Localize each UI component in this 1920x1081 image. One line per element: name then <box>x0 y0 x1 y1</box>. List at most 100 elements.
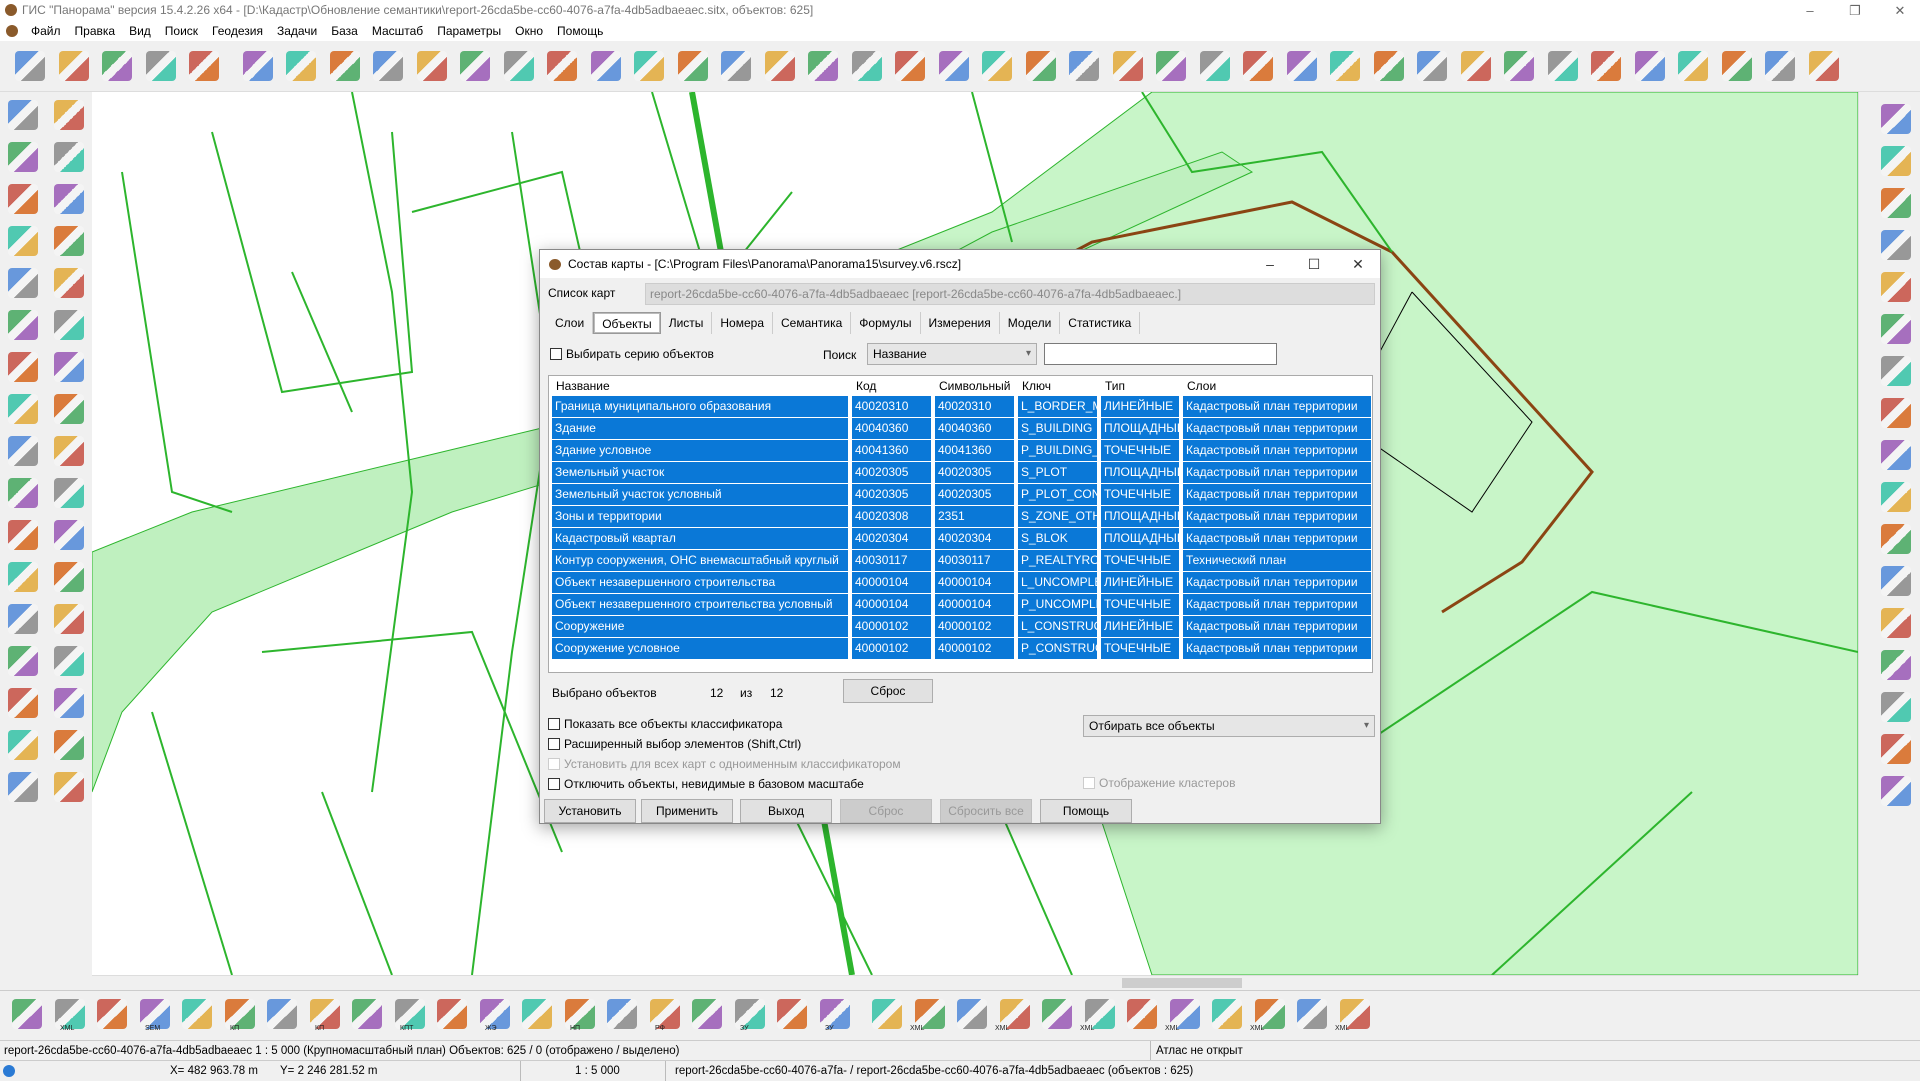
export-tool-icon[interactable] <box>479 999 510 1029</box>
edit-tool-icon[interactable] <box>8 730 38 760</box>
table-row[interactable]: Сооружение условное 40000102 40000102 P_CON… <box>552 638 1372 660</box>
search-field-select[interactable]: Название ▾ <box>867 343 1037 365</box>
export-tool-icon[interactable] <box>224 999 255 1029</box>
toolbar-tool-icon[interactable] <box>416 51 447 81</box>
export-tool-icon[interactable] <box>1084 999 1115 1029</box>
side-tool-icon[interactable] <box>1881 608 1911 638</box>
toolbar-tool-icon[interactable] <box>938 51 969 81</box>
export-tool-icon[interactable] <box>1212 999 1242 1029</box>
toolbar-tool-icon[interactable] <box>764 51 795 81</box>
toolbar-tool-icon[interactable] <box>102 51 132 81</box>
toolbar-tool-icon[interactable] <box>460 51 490 81</box>
toolbar-tool-icon[interactable] <box>1721 51 1752 81</box>
edit-tool-icon[interactable] <box>54 310 84 340</box>
edit-tool-icon[interactable] <box>8 562 38 592</box>
column-header[interactable]: Символьный <box>939 379 1011 393</box>
table-row[interactable]: Граница муниципального образования 400203… <box>552 396 1372 418</box>
tab-objects[interactable]: Объекты <box>593 312 661 334</box>
edit-tool-icon[interactable] <box>54 268 84 298</box>
edit-tool-icon[interactable] <box>54 520 84 550</box>
dialog-close-button[interactable]: ✕ <box>1352 256 1364 272</box>
toolbar-tool-icon[interactable] <box>677 51 708 81</box>
menu-view[interactable]: Вид <box>129 24 151 38</box>
export-tool-icon[interactable] <box>1297 999 1327 1029</box>
filter-select[interactable]: Отбирать все объекты ▾ <box>1083 715 1375 737</box>
toolbar-tool-icon[interactable] <box>547 51 577 81</box>
side-tool-icon[interactable] <box>1881 188 1911 218</box>
edit-tool-icon[interactable] <box>54 100 84 130</box>
edit-tool-icon[interactable] <box>8 688 38 718</box>
show-all-classifier-checkbox[interactable]: Показать все объекты классификатора <box>548 717 782 731</box>
edit-tool-icon[interactable] <box>54 562 84 592</box>
toolbar-tool-icon[interactable] <box>373 51 403 81</box>
export-tool-icon[interactable] <box>957 999 987 1029</box>
menu-base[interactable]: База <box>331 24 358 38</box>
export-tool-icon[interactable] <box>267 999 297 1029</box>
export-tool-icon[interactable] <box>777 999 807 1029</box>
edit-tool-icon[interactable] <box>54 730 84 760</box>
toolbar-tool-icon[interactable] <box>1460 51 1491 81</box>
menu-search[interactable]: Поиск <box>164 24 199 38</box>
table-row[interactable]: Объект незавершенного строительства усло… <box>552 594 1372 616</box>
side-tool-icon[interactable] <box>1881 650 1911 680</box>
toolbar-tool-icon[interactable] <box>1678 51 1708 81</box>
menu-help[interactable]: Помощь <box>557 24 604 38</box>
table-row[interactable]: Земельный участок 40020305 40020305 S_PLOT П… <box>552 462 1372 484</box>
menu-tasks[interactable]: Задачи <box>276 24 318 38</box>
export-tool-icon[interactable] <box>692 999 722 1029</box>
edit-tool-icon[interactable] <box>54 436 84 466</box>
export-tool-icon[interactable] <box>1042 999 1072 1029</box>
table-row[interactable]: Здание 40040360 40040360 S_BUILDING ПЛОЩАДНЫ… <box>552 418 1372 440</box>
toolbar-tool-icon[interactable] <box>242 51 273 81</box>
exit-button[interactable]: Выход <box>740 799 832 823</box>
edit-tool-icon[interactable] <box>54 184 84 214</box>
export-tool-icon[interactable] <box>1254 999 1285 1029</box>
toolbar-tool-icon[interactable] <box>1808 51 1839 81</box>
dialog-minimize-button[interactable]: – <box>1266 256 1274 272</box>
apply-button[interactable]: Применить <box>641 799 733 823</box>
edit-tool-icon[interactable] <box>8 184 38 214</box>
toolbar-tool-icon[interactable] <box>189 51 219 81</box>
edit-tool-icon[interactable] <box>54 646 84 676</box>
edit-tool-icon[interactable] <box>54 772 84 802</box>
column-header[interactable]: Ключ <box>1022 379 1051 393</box>
edit-tool-icon[interactable] <box>8 226 38 256</box>
disable-invisible-checkbox[interactable]: Отключить объекты, невидимые в базовом м… <box>548 777 864 791</box>
export-tool-icon[interactable] <box>394 999 425 1029</box>
export-tool-icon[interactable] <box>819 999 850 1029</box>
menu-window[interactable]: Окно <box>515 24 544 38</box>
export-tool-icon[interactable] <box>12 999 42 1029</box>
toolbar-tool-icon[interactable] <box>1243 51 1273 81</box>
export-tool-icon[interactable] <box>139 999 170 1029</box>
export-tool-icon[interactable] <box>182 999 212 1029</box>
close-button[interactable]: ✕ <box>1894 3 1906 18</box>
toolbar-tool-icon[interactable] <box>1417 51 1447 81</box>
export-tool-icon[interactable] <box>734 999 765 1029</box>
table-row[interactable]: Кадастровый квартал 40020304 40020304 S_BLO… <box>552 528 1372 550</box>
toolbar-tool-icon[interactable] <box>503 51 534 81</box>
edit-tool-icon[interactable] <box>54 394 84 424</box>
edit-tool-icon[interactable] <box>8 394 38 424</box>
side-tool-icon[interactable] <box>1881 272 1911 302</box>
edit-tool-icon[interactable] <box>8 520 38 550</box>
toolbar-tool-icon[interactable] <box>1286 51 1317 81</box>
toolbar-tool-icon[interactable] <box>982 51 1012 81</box>
select-series-checkbox[interactable]: Выбирать серию объектов <box>550 347 714 361</box>
edit-tool-icon[interactable] <box>8 310 38 340</box>
column-header[interactable]: Слои <box>1187 379 1217 393</box>
export-tool-icon[interactable] <box>97 999 127 1029</box>
edit-tool-icon[interactable] <box>54 226 84 256</box>
toolbar-tool-icon[interactable] <box>1765 51 1795 81</box>
side-tool-icon[interactable] <box>1881 524 1911 554</box>
edit-tool-icon[interactable] <box>54 688 84 718</box>
edit-tool-icon[interactable] <box>8 100 38 130</box>
export-tool-icon[interactable] <box>999 999 1030 1029</box>
tab-measurements[interactable]: Измерения <box>921 312 1000 334</box>
tab-numbers[interactable]: Номера <box>712 312 774 334</box>
side-tool-icon[interactable] <box>1881 356 1911 386</box>
tab-sheets[interactable]: Листы <box>661 312 713 334</box>
menu-edit[interactable]: Правка <box>74 24 116 38</box>
column-header[interactable]: Название <box>556 379 610 393</box>
export-tool-icon[interactable] <box>54 999 85 1029</box>
edit-tool-icon[interactable] <box>54 352 84 382</box>
